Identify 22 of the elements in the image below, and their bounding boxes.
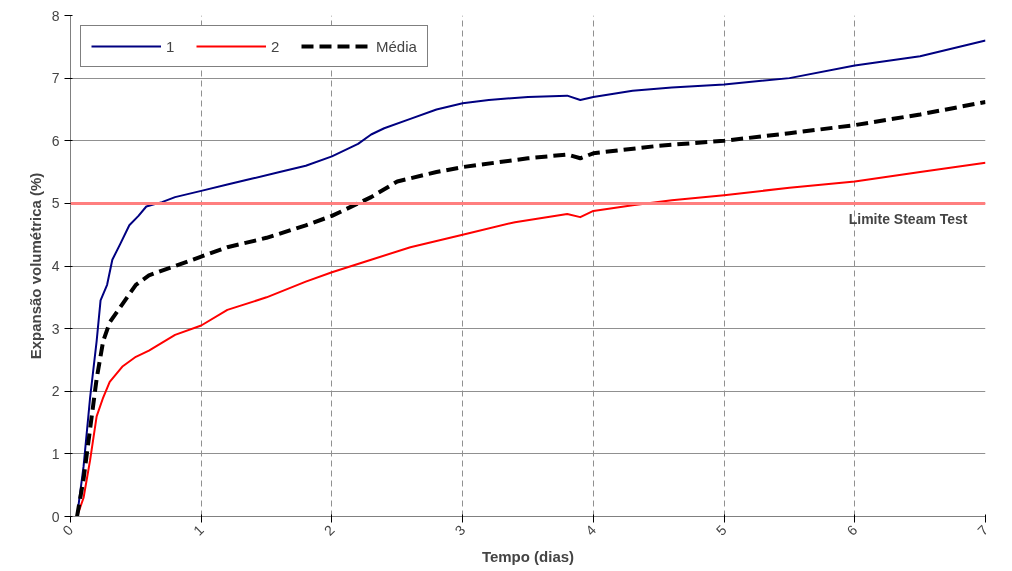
y-tick-label: 5 [51, 195, 60, 212]
x-tick-label: 3 [451, 521, 469, 539]
x-tick-label: 4 [582, 521, 600, 539]
y-tick-label: 7 [51, 70, 60, 87]
x-tick-label: 1 [190, 521, 208, 539]
ref-line-label: Limite Steam Test [848, 211, 968, 228]
legend-label: 1 [166, 37, 176, 55]
y-tick-label: 8 [51, 7, 60, 24]
y-tick-label: 1 [51, 445, 60, 462]
legend-label: Média [376, 37, 417, 55]
y-tick-label: 0 [51, 508, 60, 525]
x-axis-title: Tempo (dias) [481, 548, 575, 566]
x-tick-label: 5 [712, 521, 730, 539]
legend-label: 2 [271, 37, 281, 55]
x-tick-label: 7 [974, 521, 992, 539]
y-tick-label: 6 [51, 132, 60, 149]
y-tick-label: 4 [51, 258, 60, 274]
y-tick-label: 2 [51, 383, 60, 400]
y-axis-title: Expansão volumétrica (%) [26, 172, 44, 360]
y-tick-label: 3 [51, 320, 60, 337]
x-tick-label: 2 [320, 521, 338, 539]
x-tick-label: 6 [843, 521, 861, 539]
